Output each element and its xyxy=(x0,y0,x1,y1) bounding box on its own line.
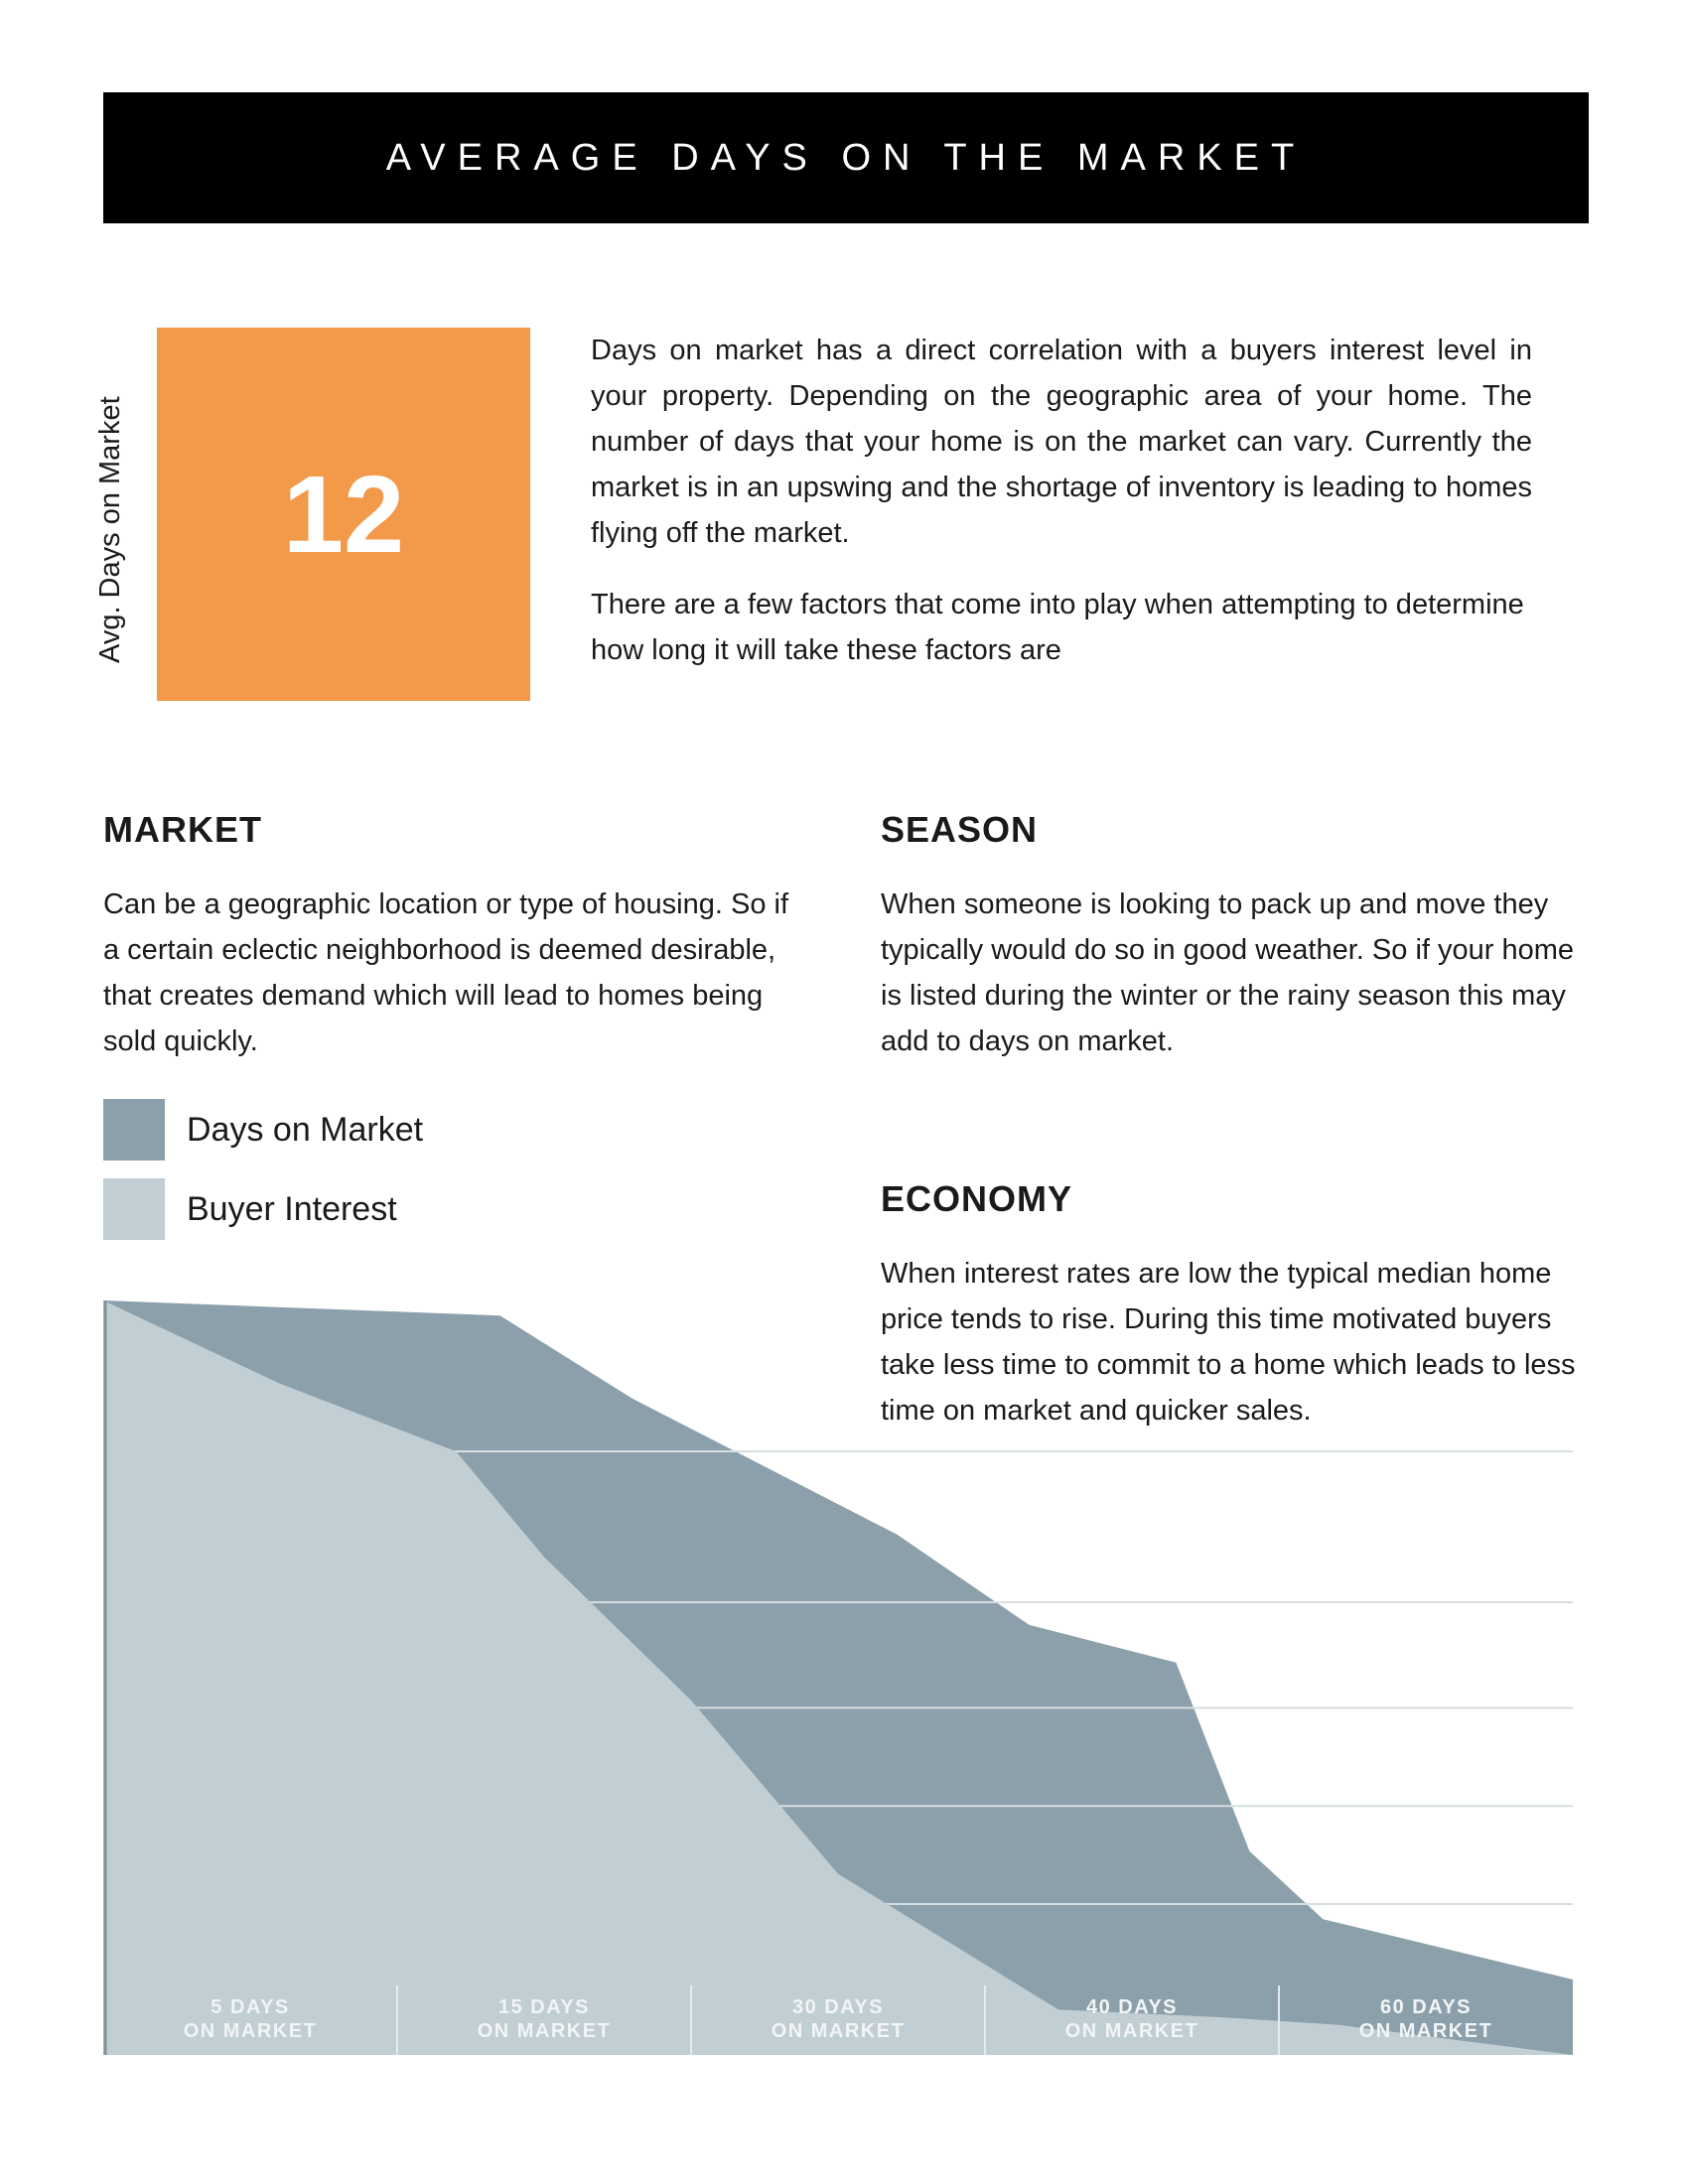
chart-legend: Days on Market Buyer Interest xyxy=(103,1099,423,1258)
stat-box: 12 xyxy=(157,328,530,701)
stat-label: Avg. Days on Market xyxy=(94,396,126,663)
stat-value: 12 xyxy=(282,453,405,576)
market-heading: MARKET xyxy=(103,809,262,850)
category-label: 15 DAYS ON MARKET xyxy=(478,1996,612,2042)
economy-body: When interest rates are low the typical … xyxy=(881,1258,1576,1427)
area-buyer-interest xyxy=(103,1300,1573,2055)
chart-svg: 5 DAYS ON MARKET 15 DAYS ON MARKET 30 DAYS ON… xyxy=(103,1300,1573,2055)
page-title: AVERAGE DAYS ON THE MARKET xyxy=(385,136,1307,179)
season-heading: SEASON xyxy=(881,809,1039,850)
intro-paragraph-2: There are a few factors that come into p… xyxy=(591,589,1524,666)
intro-text: Days on market has a direct correlation … xyxy=(591,328,1532,699)
legend-swatch-days-on-market xyxy=(103,1099,165,1160)
legend-swatch-buyer-interest xyxy=(103,1178,165,1240)
intro-paragraph-1: Days on market has a direct correlation … xyxy=(591,335,1532,549)
page-title-banner: AVERAGE DAYS ON THE MARKET xyxy=(103,92,1589,223)
season-body: When someone is looking to pack up and m… xyxy=(881,888,1575,1057)
economy-heading: ECONOMY xyxy=(881,1178,1073,1219)
category-label: 5 DAYS ON MARKET xyxy=(184,1996,318,2042)
area-chart: 5 DAYS ON MARKET 15 DAYS ON MARKET 30 DAYS ON… xyxy=(103,1300,1573,2075)
market-body: Can be a geographic location or type of … xyxy=(103,888,789,1057)
legend-item-buyer-interest: Buyer Interest xyxy=(103,1178,423,1240)
category-label: 40 DAYS ON MARKET xyxy=(1065,1996,1199,2042)
category-label: 30 DAYS ON MARKET xyxy=(772,1996,906,2042)
legend-label-buyer-interest: Buyer Interest xyxy=(187,1189,397,1228)
legend-item-days-on-market: Days on Market xyxy=(103,1099,423,1160)
legend-label-days-on-market: Days on Market xyxy=(187,1110,424,1149)
category-label: 60 DAYS ON MARKET xyxy=(1359,1996,1493,2042)
